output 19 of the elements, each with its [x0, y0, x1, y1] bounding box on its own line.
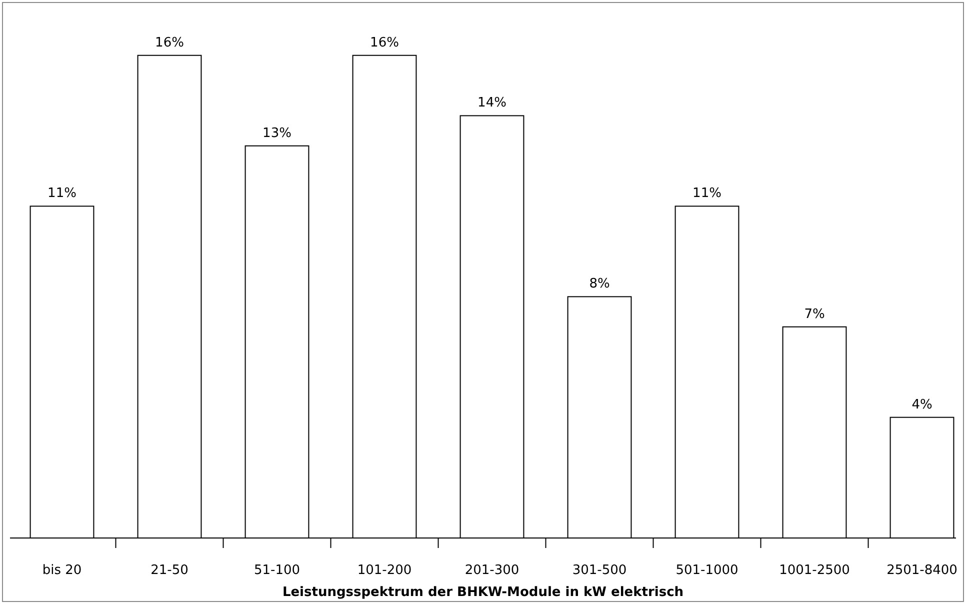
x-tick-label: 1001-2500 [779, 563, 850, 578]
data-label: 11% [48, 186, 76, 202]
x-tick-label: 301-500 [572, 563, 627, 578]
x-axis-title: Leistungsspektrum der BHKW-Module in kW elektrisch [282, 585, 684, 600]
x-tick-label: 2501-8400 [886, 563, 958, 578]
data-label: 7% [804, 306, 825, 322]
x-tick-label: bis 20 [42, 563, 82, 578]
data-label: 16% [370, 35, 399, 50]
data-label: 13% [262, 126, 292, 141]
data-label: 11% [692, 186, 722, 202]
data-label: 8% [589, 276, 610, 292]
x-tick-label: 501-1000 [676, 563, 738, 578]
x-tick-label: 201-300 [464, 563, 520, 578]
x-tick-label: 21-50 [150, 563, 188, 578]
data-label: 4% [912, 397, 932, 412]
x-tick-label: 51-100 [254, 563, 300, 578]
x-tick-label: 101-200 [357, 563, 412, 578]
data-label: 16% [155, 35, 184, 50]
data-label: 14% [478, 96, 506, 111]
